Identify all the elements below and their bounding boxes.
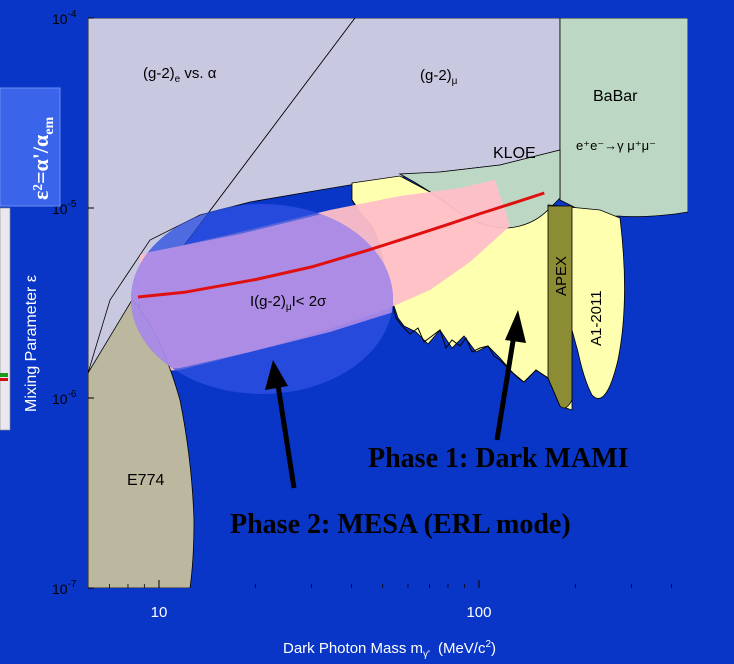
x-tick-label: 100 bbox=[466, 604, 491, 621]
babar-process-label: e⁺e⁻→γ μ⁺μ⁻ bbox=[576, 138, 656, 153]
muon-curve bbox=[137, 191, 545, 299]
x-tick-label: 10 bbox=[151, 604, 168, 621]
kloe-label: KLOE bbox=[493, 145, 536, 162]
y-tick-label: 10-6 bbox=[52, 389, 77, 407]
a1-label: A1-2011 bbox=[588, 290, 605, 346]
apex-region bbox=[547, 205, 573, 409]
g2e-label: (g-2)e vs. α bbox=[143, 65, 217, 85]
g2mu-label: (g-2)μ bbox=[420, 67, 458, 87]
y-axis-label: Mixing Parameter ε bbox=[23, 275, 40, 412]
left-fragment-mark-red bbox=[0, 378, 8, 381]
y-tick-labels: 10-410-510-610-7 bbox=[52, 9, 94, 597]
phase2-arrow bbox=[265, 360, 297, 489]
left-fragment-marks bbox=[0, 373, 8, 377]
left-fragment bbox=[0, 207, 11, 431]
sigma-label: I(g-2)μI< 2σ bbox=[250, 293, 327, 313]
y-tick-label: 10-7 bbox=[52, 579, 77, 597]
y-tick-label: 10-4 bbox=[52, 9, 77, 27]
phase1-arrow bbox=[494, 310, 526, 441]
babar-region bbox=[559, 18, 688, 218]
epsilon-label: ε²=α'/αem bbox=[28, 116, 57, 200]
x-axis-label: Dark Photon Mass mγ' (MeV/c2) bbox=[283, 639, 496, 660]
e774-label: E774 bbox=[127, 472, 164, 489]
x-tick-labels: 10 100 bbox=[109, 580, 673, 621]
babar-label: BaBar bbox=[593, 88, 638, 105]
phase2-label: Phase 2: MESA (ERL mode) bbox=[230, 509, 571, 540]
phase1-label: Phase 1: Dark MAMI bbox=[368, 443, 629, 474]
apex-label: APEX bbox=[553, 256, 570, 296]
epsilon-box bbox=[0, 87, 61, 207]
ellipse-band bbox=[131, 204, 393, 372]
